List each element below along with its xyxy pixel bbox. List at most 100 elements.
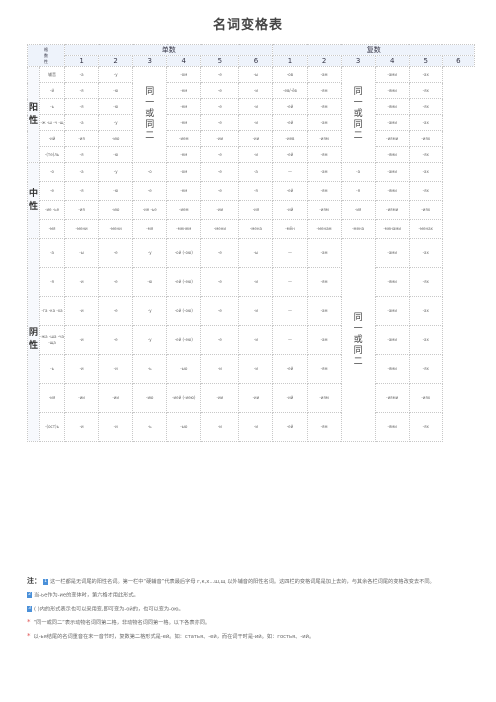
singular-case-5: 5 [200,55,240,67]
table-cell: -я [238,181,274,201]
table-cell: -у [132,296,168,326]
plural-case-3: 3 [340,55,376,67]
table-cell: -ий [272,383,308,413]
note-2-marker: 2 [27,592,32,598]
table-cell: -ям [306,82,342,99]
merged-cell-masc_pl4: 同 一 或 同 二 [340,66,376,163]
table-cell: -ях [408,354,443,384]
table-cell: -ем [166,146,202,163]
ending-cell: -жа -ша -ча -ща [39,325,66,355]
table-cell: -менем [166,219,202,239]
table-cell: — [272,162,308,182]
ending-cell: -ия [39,383,66,413]
gender-label-fem: 阴 性 [26,238,41,442]
corner-gender-label: 性 [44,58,49,64]
table-cell: -и [64,354,100,384]
note-3: 3( )内的形式表示也可以采用变,即可变为-ой的，也可以变为-ою。 [27,605,477,614]
table-cell: -ям [306,98,342,115]
table-cell: -ю [98,98,134,115]
table-cell: -ы [238,238,274,268]
table-cell: -и [238,267,274,297]
table-cell: -менах [408,219,443,239]
table-cell: -ю [98,82,134,99]
table-cell: -ами [374,325,410,355]
table-cell: -и [98,354,134,384]
table-cell: -е [200,146,240,163]
note-4-bullet: * [27,618,31,626]
corner-case-label: 格 [44,46,49,52]
table-cell: -ии [238,383,274,413]
merged-cell-fem_pl4: 同 一 或 同 二 [340,238,376,442]
singular-case-2: 2 [98,55,134,67]
table-cell: -ий [272,200,308,220]
note-3-text: ( )内的形式表示也可以采用变,即可变为-ой的，也可以变为-ою。 [34,606,184,612]
table-cell: -у [132,238,168,268]
table-cell: -ей (-ею) [166,325,202,355]
table-cell: -е [98,238,134,268]
ending-cell: -е [39,181,66,201]
table-cell: -мени [64,219,100,239]
table-cell: -иев [272,130,308,147]
table-cell: -ю [132,267,168,297]
table-row: -й -я -ю -ем -е -и -ев/-ёв -ям -ями -ях [28,82,475,99]
table-cell: -ием [166,130,202,147]
table-row: -жа -ша -ча -ща -и -е -у -ей (-ею) -е -и — -ам -а… [28,325,475,355]
table-cell: -у [98,66,134,83]
table-cell: -ем [166,98,202,115]
table-cell: -иями [374,130,410,147]
table-cell: -мена [340,219,376,239]
table-cell: -ей (-ею) [166,267,202,297]
ending-cell: -(те)ль [39,146,66,163]
ending-cell: -ий [39,130,66,147]
table-cell: -ем [166,82,202,99]
table-cell: -иями [374,383,410,413]
table-cell: -ями [374,181,410,201]
table-cell: -е [200,181,240,201]
table-cell: — [272,267,308,297]
table-cell: -ами [374,162,410,182]
table-cell: -ей [272,98,308,115]
table-cell: -а [64,66,100,83]
table-cell: -и [200,354,240,384]
table-cell: -ия [64,200,100,220]
table-cell: -а [340,162,376,182]
table-cell: -и [238,354,274,384]
table-cell: -и [64,412,100,442]
note-1: 注： 1 这一栏都是无词尾的阳性名词。第一栏中“硬辅音”代表最后字母 г,к,х..… [27,578,477,586]
table-row: -ь -и -и -ь -ью -и -и -ей -ям -ями -ях [28,354,475,384]
table-cell: -е [132,181,168,201]
table-cell: -ах [408,296,443,326]
table-cell: -ам [306,325,342,355]
table-cell: -ии [200,130,240,147]
table-cell: -иях [408,383,443,413]
note-5-text: 以-ья结尾的名词重音在末一音节时，复数第二格形式是-ей。如：статья、-… [33,634,315,640]
table-cell: -и [98,412,134,442]
table-cell: -у [98,162,134,182]
notes-heading: 注： [27,577,41,585]
ending-cell: -ь [39,354,66,384]
table-cell: -а [64,162,100,182]
ending-cell: -а [39,238,66,268]
table-cell: -мени [98,219,134,239]
plural-case-2: 2 [306,55,342,67]
ending-cell: -я [39,267,66,297]
table-cell: -е [98,325,134,355]
note-1-text: 这一栏都是无词尾的阳性名词。第一栏中“硬辅音”代表最后字母 г,к,х...ш,… [50,579,435,585]
note-2-text: 当-ье作为-ие的变体时，第六格才用此形式。 [34,592,139,599]
table-row: -ий -ия -ию -ием -ии -ии -иев -иям -иями -иях [28,130,475,147]
table-cell: -ии [200,383,240,413]
page-title: 名词变格表 [212,18,283,33]
table-cell: -менами [374,219,410,239]
table-cell: -ях [408,82,443,99]
table-cell: -ии [98,383,134,413]
table-cell: -ии [64,383,100,413]
table-cell: -я [340,181,376,201]
table-row: -ж -ш -ч -щ -а -у -ем -е -и -ей -ам -ами -ах [28,114,475,131]
singular-case-1: 1 [64,55,100,67]
table-cell: -ию [132,383,168,413]
table-cell: -менам [306,219,342,239]
table-cell: -ам [306,114,342,131]
table-cell: -ом [166,66,202,83]
table-cell: -ях [408,98,443,115]
ending-cell: -га -ка -ха [39,296,66,326]
